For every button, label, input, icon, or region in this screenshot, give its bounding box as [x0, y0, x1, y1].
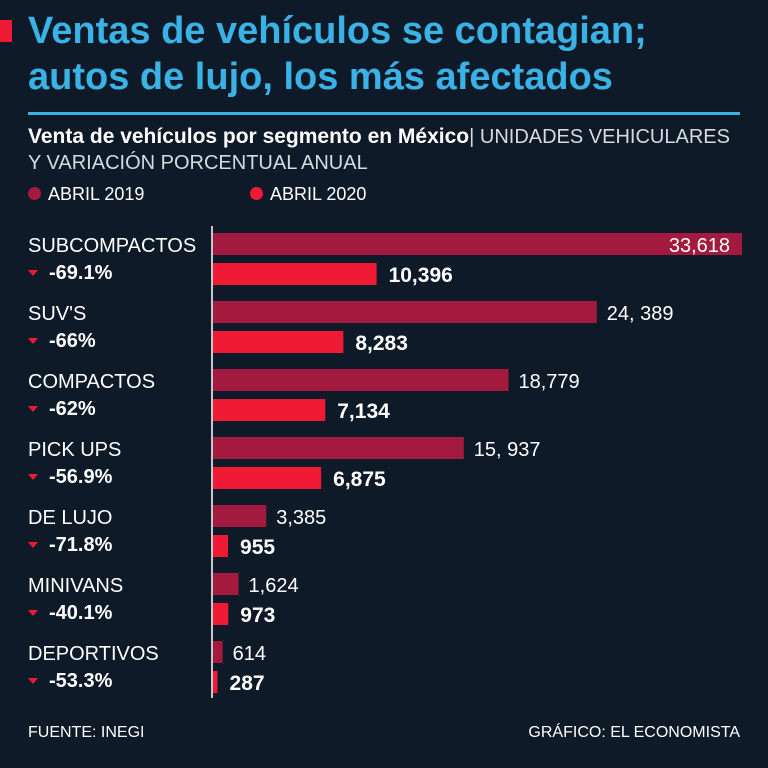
percent-change-label: -71.8% [49, 534, 113, 556]
bar-2020 [213, 399, 326, 421]
bar-2020 [213, 331, 344, 353]
headline-rule [28, 112, 740, 115]
legend-swatch-2019 [28, 186, 41, 200]
down-arrow-icon [28, 678, 38, 684]
down-arrow-icon [28, 338, 38, 344]
value-label-2020: 10,396 [389, 264, 453, 287]
value-label-2019: 18,779 [518, 371, 579, 393]
value-label-2020: 8,283 [355, 332, 408, 355]
chart-subtitle: Venta de vehículos por segmento en Méxic… [28, 124, 740, 176]
percent-change-label: -62% [49, 398, 96, 420]
value-label-2019: 33,618 [669, 235, 730, 257]
down-arrow-icon [28, 270, 38, 276]
headline: Ventas de vehículos se contagian; autos … [28, 10, 647, 98]
down-arrow-icon [28, 474, 38, 480]
value-label-2020: 973 [240, 604, 275, 627]
value-label-2019: 15, 937 [474, 439, 541, 461]
value-label-2020: 955 [240, 536, 275, 559]
down-arrow-icon [28, 406, 38, 412]
bar-2019 [213, 573, 239, 595]
legend-label-2019: ABRIL 2019 [48, 184, 145, 204]
legend-item-2020: ABRIL 2020 [250, 184, 366, 205]
legend-item-2019: ABRIL 2019 [28, 184, 144, 205]
category-label: SUBCOMPACTOS [28, 235, 196, 257]
bar-2020 [213, 603, 229, 625]
percent-change-label: -66% [49, 330, 96, 352]
bar-2019 [213, 505, 267, 527]
category-label: DE LUJO [28, 507, 112, 529]
bar-2020 [213, 671, 218, 693]
bar-2019 [213, 369, 509, 391]
chart-units-note: | UNIDADES VEHICULARES Y VARIACIÓN PORCE… [28, 126, 730, 174]
bar-2020 [213, 535, 229, 557]
bar-2020 [213, 263, 377, 285]
value-label-2020: 6,875 [333, 468, 386, 491]
bar-2019 [213, 437, 464, 459]
percent-change-label: -40.1% [49, 602, 113, 624]
category-label: DEPORTIVOS [28, 643, 159, 665]
down-arrow-icon [28, 542, 38, 548]
value-label-2019: 1,624 [249, 575, 299, 597]
legend-label-2020: ABRIL 2020 [270, 184, 367, 204]
accent-mark [0, 20, 12, 42]
value-label-2020: 287 [230, 672, 265, 695]
category-label: SUV'S [28, 303, 86, 325]
percent-change-label: -56.9% [49, 466, 113, 488]
bar-2020 [213, 467, 322, 489]
value-label-2020: 7,134 [337, 400, 390, 423]
value-label-2019: 614 [233, 643, 266, 665]
percent-change-label: -53.3% [49, 670, 113, 692]
footer-credit: GRÁFICO: EL ECONOMISTA [528, 724, 740, 741]
down-arrow-icon [28, 610, 38, 616]
bar-2019 [213, 641, 223, 663]
chart-title: Venta de vehículos por segmento en Méxic… [28, 125, 470, 148]
footer-source: FUENTE: INEGI [28, 724, 145, 741]
legend-swatch-2020 [250, 186, 263, 200]
bar-2019 [213, 233, 742, 255]
category-label: PICK UPS [28, 439, 121, 461]
value-label-2019: 3,385 [276, 507, 326, 529]
percent-change-label: -69.1% [49, 262, 113, 284]
bar-2019 [213, 301, 597, 323]
value-label-2019: 24, 389 [607, 303, 674, 325]
category-label: MINIVANS [28, 575, 123, 597]
category-label: COMPACTOS [28, 371, 155, 393]
